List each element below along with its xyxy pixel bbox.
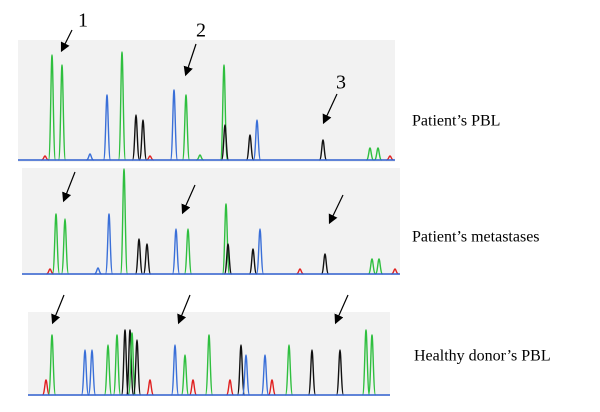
trace-peak: [138, 119, 148, 161]
trace-peak: [127, 332, 137, 396]
panel-bg: [28, 312, 390, 396]
trace-peak: [236, 344, 246, 396]
trace-peak: [146, 155, 154, 161]
trace-peak: [255, 228, 265, 275]
trace-peak: [284, 344, 294, 396]
trace-peak: [296, 268, 304, 275]
arrow-label: 2: [196, 20, 206, 42]
trace-peak: [80, 349, 90, 396]
arrow-label: 3: [336, 72, 346, 94]
arrow: [181, 184, 196, 215]
arrow: [334, 294, 349, 325]
arrow: [322, 93, 338, 125]
trace-peak: [87, 349, 97, 396]
trace-peak: [117, 51, 127, 161]
trace-peak: [367, 258, 377, 275]
trace-peak: [180, 354, 190, 396]
trace-peak: [120, 329, 130, 396]
trace-peak: [41, 379, 51, 396]
trace-peak: [248, 248, 258, 275]
trace-peak: [60, 218, 70, 275]
arrow: [62, 171, 76, 203]
trace-peak: [104, 213, 114, 275]
trace-peak: [335, 349, 345, 396]
trace-peak: [223, 243, 233, 275]
trace-peak: [260, 354, 270, 396]
panel-label: Patient’s metastases: [412, 229, 540, 246]
arrow: [60, 29, 73, 53]
panel-label: Patient’s PBL: [412, 113, 500, 130]
traces: [41, 51, 399, 396]
trace-peak: [125, 329, 135, 396]
panel-bg: [18, 40, 395, 162]
trace-peak: [183, 228, 193, 275]
trace-peak: [252, 119, 262, 161]
trace-peak: [307, 349, 317, 396]
trace-peak: [47, 334, 57, 396]
arrow: [177, 294, 191, 325]
trace-peak: [245, 134, 255, 161]
trace-peak: [171, 228, 181, 275]
arrow: [51, 294, 65, 325]
trace-peak: [94, 267, 102, 275]
trace-peak: [221, 203, 231, 275]
trace-peak: [57, 64, 67, 161]
trace-peak: [112, 334, 122, 396]
trace-peak: [86, 153, 94, 161]
trace-peak: [220, 124, 230, 161]
trace-peak: [145, 379, 155, 396]
trace-peak: [170, 344, 180, 396]
trace-peak: [188, 379, 198, 396]
trace-peak: [241, 354, 251, 396]
trace-peak: [46, 268, 54, 275]
trace-peak: [225, 379, 235, 396]
trace-peak: [196, 154, 204, 161]
trace-peak: [47, 54, 57, 161]
trace-peak: [181, 94, 191, 161]
trace-peak: [365, 147, 375, 161]
trace-peak: [367, 334, 377, 396]
arrow: [183, 43, 197, 77]
trace-peak: [374, 258, 384, 275]
arrow: [328, 194, 344, 225]
trace-peak: [267, 379, 277, 396]
arrows: [51, 29, 349, 325]
arrow-label: 1: [78, 10, 88, 32]
trace-peak: [103, 344, 113, 396]
trace-peak: [391, 268, 399, 275]
panel-bg: [22, 168, 400, 275]
trace-peak: [51, 213, 61, 275]
trace-peak: [131, 114, 141, 161]
trace-peak: [41, 155, 49, 161]
trace-peak: [386, 155, 394, 161]
trace-peak: [361, 329, 371, 396]
trace-peak: [169, 89, 179, 161]
trace-peak: [373, 147, 383, 161]
trace-peak: [132, 339, 142, 396]
trace-peak: [204, 334, 214, 396]
trace-peak: [142, 243, 152, 275]
trace-peak: [134, 238, 144, 275]
trace-peak: [102, 94, 112, 161]
panel-label: Healthy donor’s PBL: [414, 348, 551, 365]
trace-peak: [318, 139, 328, 161]
trace-peak: [320, 253, 330, 275]
trace-peak: [119, 168, 129, 275]
